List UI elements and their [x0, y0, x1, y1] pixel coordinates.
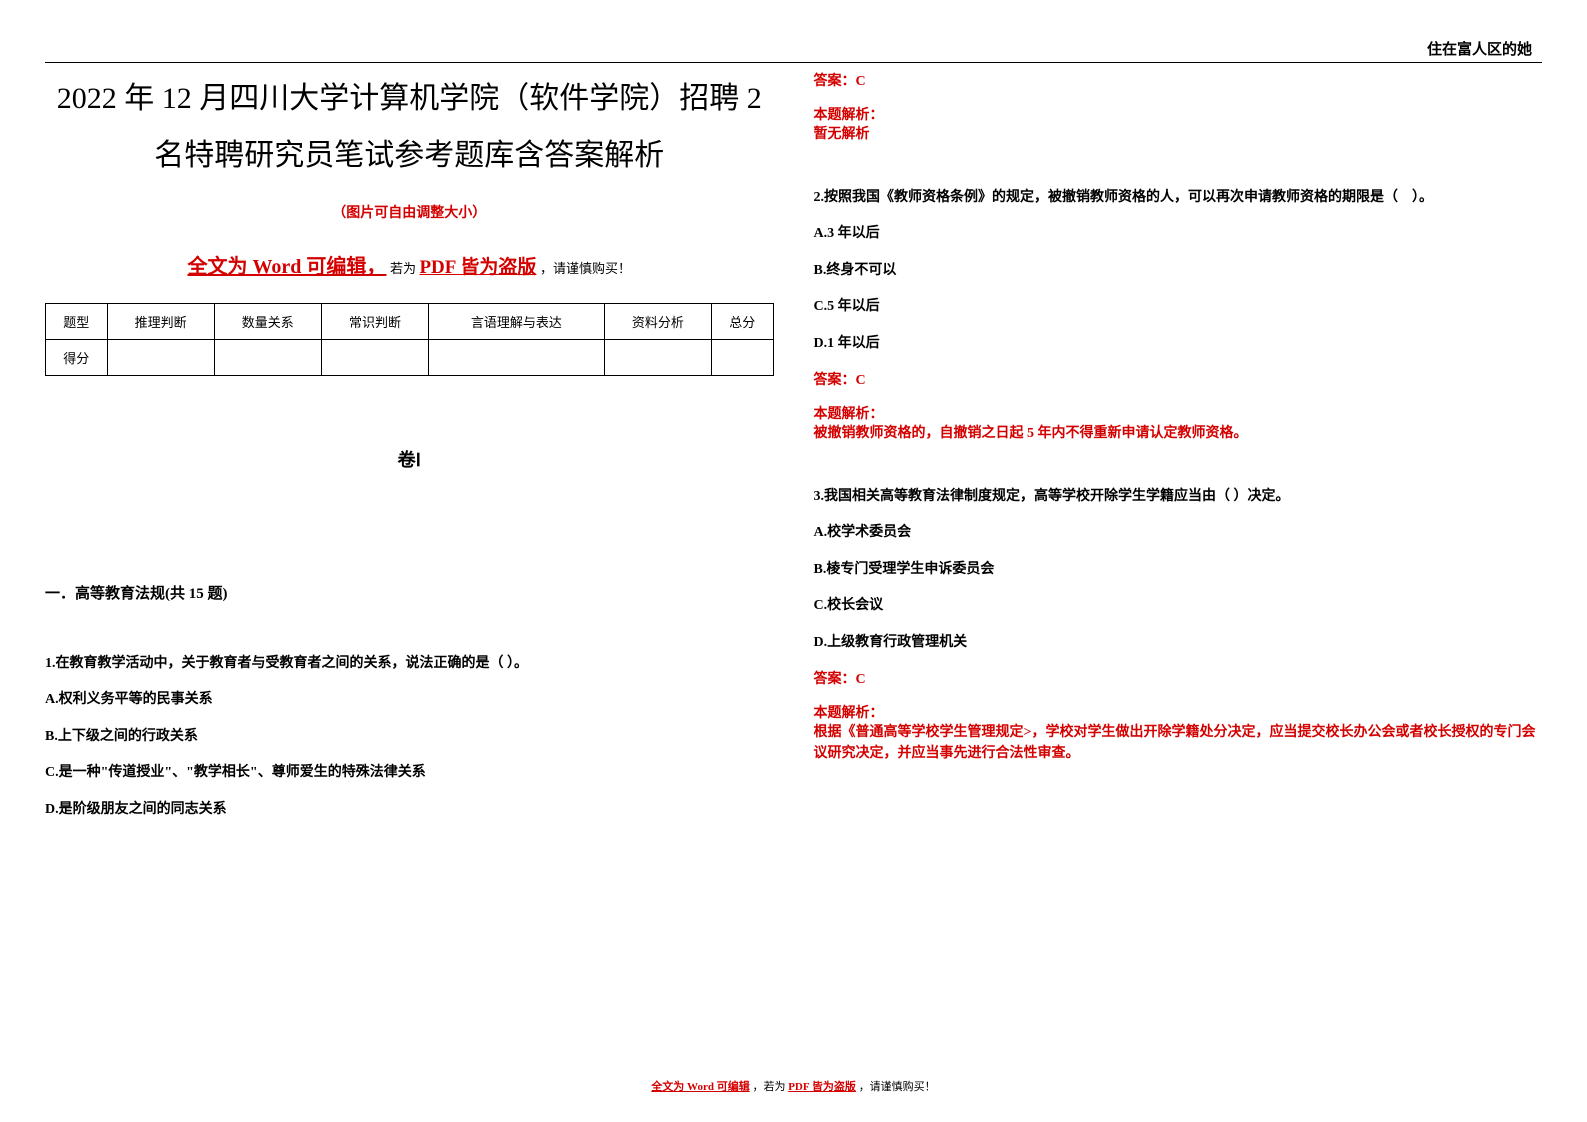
- td-empty: [429, 340, 605, 376]
- td-empty: [321, 340, 428, 376]
- td-empty: [604, 340, 711, 376]
- q3-analysis-text: 根据《普通高等学校学生管理规定>，学校对学生做出开除学籍处分决定，应当提交校长办…: [814, 722, 1543, 764]
- td-empty: [711, 340, 773, 376]
- th-quantity: 数量关系: [214, 304, 321, 340]
- q3-option-d: D.上级教育行政管理机关: [814, 632, 1543, 654]
- document-subtitle: （图片可自由调整大小）: [45, 202, 774, 222]
- q1-option-b: B.上下级之间的行政关系: [45, 726, 774, 748]
- q1-analysis-label: 本题解析：: [814, 104, 1543, 124]
- q2-option-b: B.终身不可以: [814, 260, 1543, 282]
- right-column: 答案：C 本题解析： 暂无解析 2.按照我国《教师资格条例》的规定，被撤销教师资…: [814, 70, 1543, 839]
- section-heading: 一．高等教育法规(共 15 题): [45, 582, 774, 603]
- q2-stem: 2.按照我国《教师资格条例》的规定，被撤销教师资格的人，可以再次申请教师资格的期…: [814, 187, 1543, 209]
- q2-option-d: D.1 年以后: [814, 333, 1543, 355]
- td-score-label: 得分: [46, 340, 108, 376]
- q2-option-a: A.3 年以后: [814, 223, 1543, 245]
- q1-option-c: C.是一种"传道授业"、"教学相长"、尊师爱生的特殊法律关系: [45, 762, 774, 784]
- warning-part2: 若为: [390, 261, 416, 276]
- q3-stem: 3.我国相关高等教育法律制度规定，高等学校开除学生学籍应当由（ ）决定。: [814, 486, 1543, 508]
- question-3: 3.我国相关高等教育法律制度规定，高等学校开除学生学籍应当由（ ）决定。 A.校…: [814, 486, 1543, 764]
- score-table: 题型 推理判断 数量关系 常识判断 言语理解与表达 资料分析 总分 得分: [45, 303, 774, 376]
- q2-analysis-text: 被撤销教师资格的，自撤销之日起 5 年内不得重新申请认定教师资格。: [814, 423, 1543, 444]
- piracy-warning: 全文为 Word 可编辑， 若为 PDF 皆为盗版 ，请谨慎购买！: [45, 250, 774, 279]
- warning-part1: 全文为 Word 可编辑，: [188, 256, 387, 278]
- header-divider: [45, 62, 1542, 63]
- question-1: 1.在教育教学活动中，关于教育者与受教育者之间的关系，说法正确的是（ ）。 A.…: [45, 653, 774, 821]
- footer-part3: PDF 皆为盗版: [788, 1081, 856, 1093]
- q3-answer: 答案：C: [814, 668, 1543, 688]
- td-empty: [107, 340, 214, 376]
- th-reasoning: 推理判断: [107, 304, 214, 340]
- footer-part1: 全文为 Word 可编辑: [651, 1081, 749, 1093]
- q1-answer: 答案：C: [814, 70, 1543, 90]
- q2-analysis-label: 本题解析：: [814, 403, 1543, 423]
- warning-part4: ，请谨慎购买！: [540, 261, 631, 276]
- q1-option-d: D.是阶级朋友之间的同志关系: [45, 799, 774, 821]
- td-empty: [214, 340, 321, 376]
- q1-option-a: A.权利义务平等的民事关系: [45, 689, 774, 711]
- table-header-row: 题型 推理判断 数量关系 常识判断 言语理解与表达 资料分析 总分: [46, 304, 774, 340]
- q3-option-c: C.校长会议: [814, 595, 1543, 617]
- th-common: 常识判断: [321, 304, 428, 340]
- q2-answer: 答案：C: [814, 369, 1543, 389]
- q1-stem: 1.在教育教学活动中，关于教育者与受教育者之间的关系，说法正确的是（ ）。: [45, 653, 774, 675]
- question-2: 2.按照我国《教师资格条例》的规定，被撤销教师资格的人，可以再次申请教师资格的期…: [814, 187, 1543, 444]
- th-data: 资料分析: [604, 304, 711, 340]
- q3-analysis-label: 本题解析：: [814, 702, 1543, 722]
- left-column: 2022 年 12 月四川大学计算机学院（软件学院）招聘 2 名特聘研究员笔试参…: [45, 70, 774, 839]
- document-title: 2022 年 12 月四川大学计算机学院（软件学院）招聘 2 名特聘研究员笔试参…: [45, 70, 774, 184]
- table-score-row: 得分: [46, 340, 774, 376]
- header-right-text: 住在富人区的她: [1427, 38, 1532, 59]
- two-column-layout: 2022 年 12 月四川大学计算机学院（软件学院）招聘 2 名特聘研究员笔试参…: [45, 70, 1542, 839]
- q2-option-c: C.5 年以后: [814, 296, 1543, 318]
- q1-analysis-text: 暂无解析: [814, 124, 1543, 145]
- q3-option-a: A.校学术委员会: [814, 522, 1543, 544]
- volume-heading: 卷Ⅰ: [45, 446, 774, 472]
- th-verbal: 言语理解与表达: [429, 304, 605, 340]
- warning-part3: PDF 皆为盗版: [419, 257, 536, 278]
- th-total: 总分: [711, 304, 773, 340]
- footer-warning: 全文为 Word 可编辑 ，若为 PDF 皆为盗版 ，请谨慎购买！: [0, 1078, 1587, 1094]
- footer-part2: ，若为: [752, 1081, 785, 1093]
- footer-part4: ，请谨慎购买！: [859, 1081, 936, 1093]
- q3-option-b: B.棱专门受理学生申诉委员会: [814, 559, 1543, 581]
- th-type: 题型: [46, 304, 108, 340]
